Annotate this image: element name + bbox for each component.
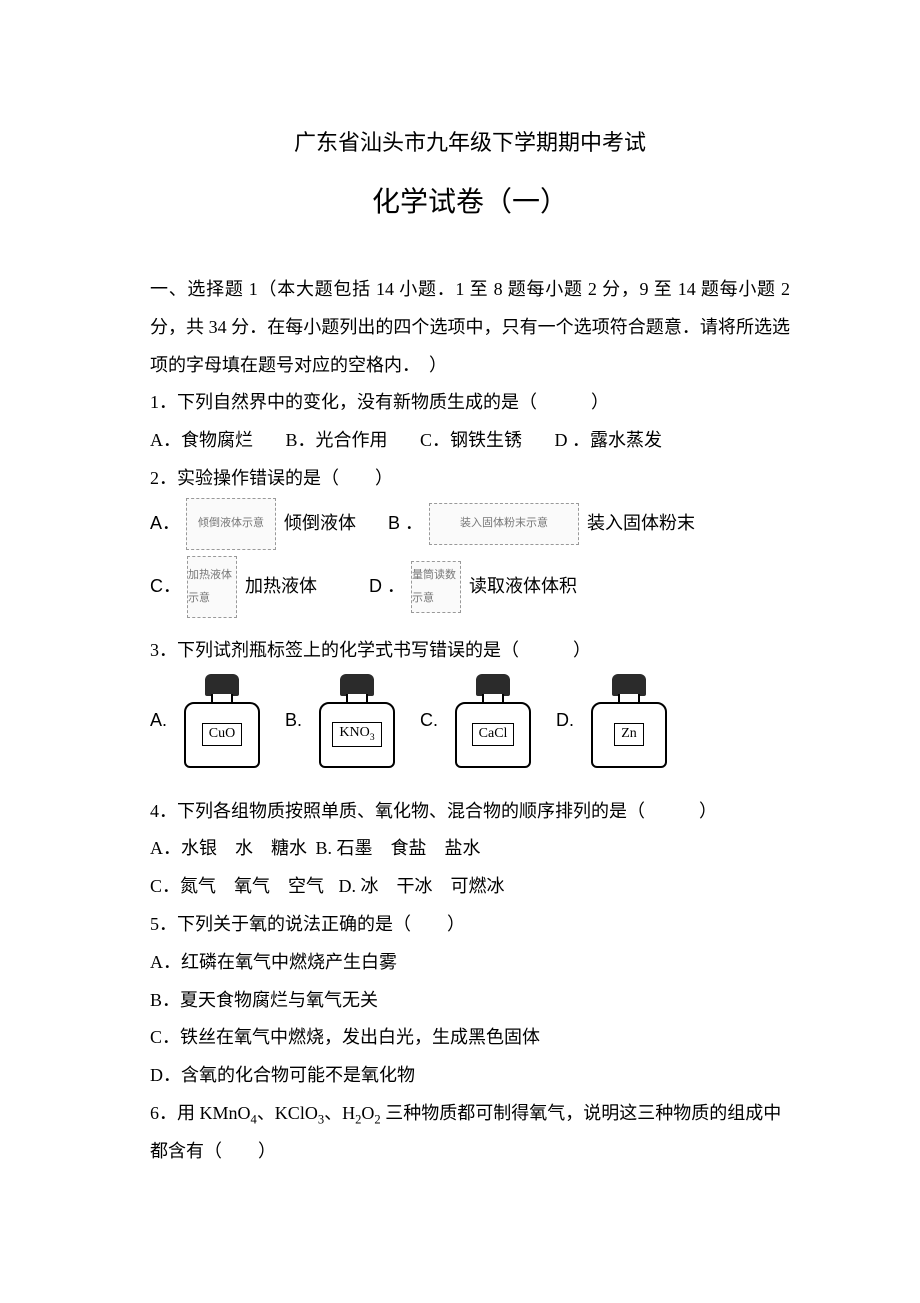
q3-opt-b: B. KNO3 xyxy=(285,674,406,769)
read-volume-icon: 量筒读数示意 xyxy=(411,561,461,613)
q1-opt-d: D ．露水蒸发 xyxy=(555,430,663,450)
bottle-b-formula: KNO3 xyxy=(332,722,381,747)
section-1-header: 一、选择题 1（本大题包括 14 小题．1 至 8 题每小题 2 分，9 至 1… xyxy=(150,271,790,384)
q3-a-label: A. xyxy=(150,702,167,740)
q5-opt-d: D．含氧的化合物可能不是氧化物 xyxy=(150,1057,790,1095)
q5-stem: 5．下列关于氧的说法正确的是（ ） xyxy=(150,906,790,944)
q1-stem: 1．下列自然界中的变化，没有新物质生成的是（ ） xyxy=(150,384,790,422)
question-5: 5．下列关于氧的说法正确的是（ ） A．红磷在氧气中燃烧产生白雾 B．夏天食物腐… xyxy=(150,906,790,1095)
heat-liquid-icon: 加热液体示意 xyxy=(187,556,237,618)
q2-c-text: 加热液体 xyxy=(245,568,317,606)
q2-a-label: A． xyxy=(150,505,180,543)
q4-opt-c: C．氮气 氧气 空气 xyxy=(150,876,324,896)
q2-d-label: D ． xyxy=(369,568,405,606)
bottle-cap-icon xyxy=(340,674,374,696)
q4-line-2: C．氮气 氧气 空气 D. 冰 干冰 可燃冰 xyxy=(150,868,790,906)
q2-b-label: B ． xyxy=(388,505,423,543)
bottle-cap-icon xyxy=(612,674,646,696)
bottle-body-icon: CuO xyxy=(184,702,260,768)
q2-a-text: 倾倒液体 xyxy=(284,505,356,543)
q3-stem: 3．下列试剂瓶标签上的化学式书写错误的是（ ） xyxy=(150,632,790,670)
q5-opt-a: A．红磷在氧气中燃烧产生白雾 xyxy=(150,944,790,982)
bottle-d-formula: Zn xyxy=(614,723,644,746)
q4-opt-a: A．水银 水 糖水 xyxy=(150,838,307,858)
q2-opt-b: B ． 装入固体粉末示意 装入固体粉末 xyxy=(388,503,695,545)
q2-opt-a: A． 倾倒液体示意 倾倒液体 xyxy=(150,498,356,550)
q2-d-text: 读取液体体积 xyxy=(469,568,577,606)
bottle-a: CuO xyxy=(177,674,267,769)
question-4: 4．下列各组物质按照单质、氧化物、混合物的顺序排列的是（ ） A．水银 水 糖水… xyxy=(150,793,790,906)
exam-subtitle: 广东省汕头市九年级下学期期中考试 xyxy=(150,120,790,166)
q5-opt-b: B．夏天食物腐烂与氧气无关 xyxy=(150,982,790,1020)
q3-b-label: B. xyxy=(285,702,302,740)
exam-title: 化学试卷（一） xyxy=(150,174,790,233)
question-6: 6．用 KMnO4、KClO3、H2O2 三种物质都可制得氧气，说明这三种物质的… xyxy=(150,1095,790,1171)
q5-opt-c: C．铁丝在氧气中燃烧，发出白光，生成黑色固体 xyxy=(150,1019,790,1057)
q2-row-1: A． 倾倒液体示意 倾倒液体 B ． 装入固体粉末示意 装入固体粉末 xyxy=(150,498,790,550)
question-2: 2．实验操作错误的是（ ） A． 倾倒液体示意 倾倒液体 B ． 装入固体粉末示… xyxy=(150,460,790,618)
bottle-cap-icon xyxy=(476,674,510,696)
q2-b-text: 装入固体粉末 xyxy=(587,505,695,543)
q3-c-label: C. xyxy=(420,702,438,740)
bottle-a-formula: CuO xyxy=(202,723,242,746)
q1-opt-a: A．食物腐烂 xyxy=(150,430,253,450)
q1-options: A．食物腐烂 B．光合作用 C．钢铁生锈 D ．露水蒸发 xyxy=(150,422,790,460)
bottle-d: Zn xyxy=(584,674,674,769)
q3-d-label: D. xyxy=(556,702,574,740)
q6-stem: 6．用 KMnO4、KClO3、H2O2 三种物质都可制得氧气，说明这三种物质的… xyxy=(150,1095,790,1171)
q4-opt-b: B. 石墨 食盐 盐水 xyxy=(316,838,481,858)
q2-opt-d: D ． 量筒读数示意 读取液体体积 xyxy=(369,561,577,613)
q2-c-label: C． xyxy=(150,568,181,606)
q1-opt-b: B．光合作用 xyxy=(286,430,388,450)
bottle-body-icon: KNO3 xyxy=(319,702,395,768)
bottle-body-icon: CaCl xyxy=(455,702,531,768)
q4-line-1: A．水银 水 糖水 B. 石墨 食盐 盐水 xyxy=(150,830,790,868)
q1-opt-c: C．钢铁生锈 xyxy=(420,430,522,450)
q2-opt-c: C． 加热液体示意 加热液体 xyxy=(150,556,317,618)
q4-opt-d: D. 冰 干冰 可燃冰 xyxy=(339,876,505,896)
bottle-c-formula: CaCl xyxy=(472,723,515,746)
q2-stem: 2．实验操作错误的是（ ） xyxy=(150,460,790,498)
load-powder-icon: 装入固体粉末示意 xyxy=(429,503,579,545)
q3-opt-d: D. Zn xyxy=(556,674,678,769)
question-3: 3．下列试剂瓶标签上的化学式书写错误的是（ ） A. CuO B. KNO3 xyxy=(150,632,790,769)
bottle-cap-icon xyxy=(205,674,239,696)
q2-row-2: C． 加热液体示意 加热液体 D ． 量筒读数示意 读取液体体积 xyxy=(150,556,790,618)
bottle-body-icon: Zn xyxy=(591,702,667,768)
bottle-c: CaCl xyxy=(448,674,538,769)
pour-liquid-icon: 倾倒液体示意 xyxy=(186,498,276,550)
bottle-b: KNO3 xyxy=(312,674,402,769)
q3-options: A. CuO B. KNO3 C. xyxy=(150,674,790,769)
q3-opt-c: C. CaCl xyxy=(420,674,542,769)
question-1: 1．下列自然界中的变化，没有新物质生成的是（ ） A．食物腐烂 B．光合作用 C… xyxy=(150,384,790,460)
q3-opt-a: A. CuO xyxy=(150,674,271,769)
q4-stem: 4．下列各组物质按照单质、氧化物、混合物的顺序排列的是（ ） xyxy=(150,793,790,831)
